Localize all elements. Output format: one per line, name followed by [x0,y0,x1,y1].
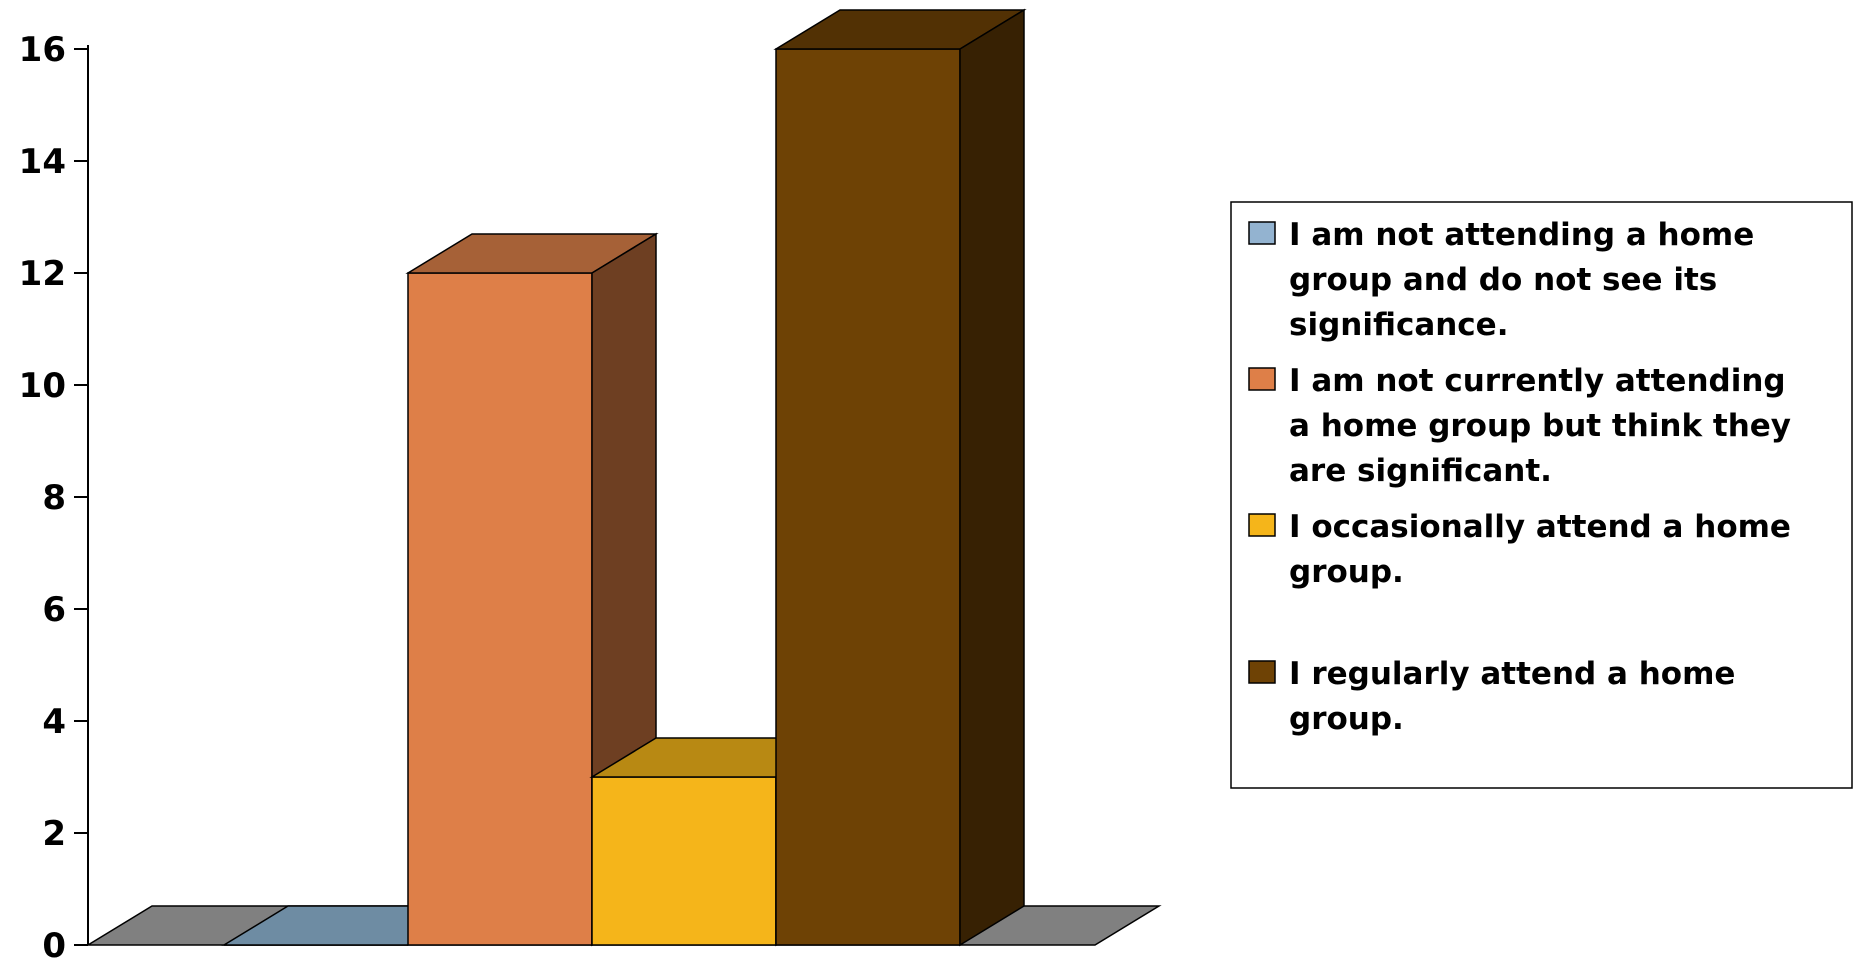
legend-label: group. [1289,554,1404,590]
y-tick-label: 14 [19,142,66,182]
y-tick-label: 16 [19,30,66,70]
y-tick-label: 4 [42,702,66,742]
legend-label: are significant. [1289,453,1552,489]
legend-entry-4: I regularly attend a home group. [1248,656,1735,737]
legend-entry-2: I am not currently attending a home group… [1248,363,1791,489]
legend-label: group and do not see its [1289,262,1717,298]
y-tick-label: 8 [42,478,66,518]
legend-label: significance. [1289,307,1508,343]
bars-group [221,8,1027,947]
legend-label: group. [1289,701,1404,737]
legend-entry-1: I am not attending a home group and do no… [1248,217,1754,343]
legend-entry-3: I occasionally attend a home group. [1248,509,1791,590]
y-tick-label: 12 [19,254,66,294]
legend-swatch [1248,513,1276,537]
bar-front-face [775,48,961,946]
legend-box [1230,201,1853,789]
y-tick-label: 0 [42,926,66,960]
bar-front-face [591,776,777,946]
legend-swatch [1248,660,1276,684]
y-tick-label: 10 [19,366,66,406]
legend: I am not attending a home group and do no… [1230,201,1853,789]
bar-side-face [959,8,1025,947]
legend-label: a home group but think they [1289,408,1791,444]
bar-4 [773,8,1027,947]
legend-swatch [1248,221,1276,245]
legend-swatch [1248,367,1276,391]
y-axis: 0 2 4 6 8 10 12 14 16 [19,30,89,960]
y-tick-label: 6 [42,590,66,630]
legend-label: I occasionally attend a home [1289,509,1791,545]
legend-label: I am not currently attending [1289,363,1786,399]
legend-label: I am not attending a home [1289,217,1754,253]
bar-front-face [407,272,593,946]
legend-label: I regularly attend a home [1289,656,1735,692]
y-tick-label: 2 [42,814,66,854]
